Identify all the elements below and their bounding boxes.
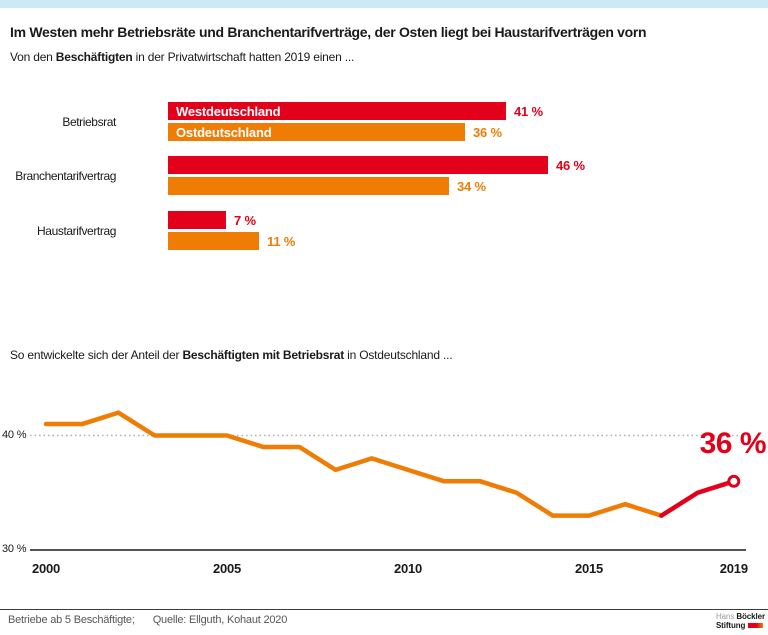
logo-color-bar-icon: [748, 623, 764, 628]
bar-value-label: 7 %: [234, 213, 256, 228]
footer-divider: [0, 609, 768, 610]
end-point-marker: [727, 474, 741, 488]
logo-text-hans: Hans: [715, 612, 735, 621]
series-legend-label: Ostdeutschland: [176, 125, 272, 140]
footnote-source: Quelle: Ellguth, Kohaut 2020: [152, 614, 288, 626]
logo-text-stiftung: Stiftung: [715, 621, 746, 630]
x-axis-tick-label: 2005: [212, 561, 242, 576]
bar-value-label: 36 %: [473, 125, 502, 140]
series-legend-label: Westdeutschland: [176, 104, 281, 119]
subtitle-bold-text: Beschäftigten: [55, 50, 133, 64]
top-accent-bar: [0, 0, 768, 8]
bar-west: [168, 156, 548, 174]
y-axis-tick-label: 40 %: [2, 428, 27, 441]
x-axis-tick-label: 2019: [719, 561, 748, 576]
subtitle-text: Von den: [10, 50, 56, 64]
subtitle-text: in der Privatwirtschaft hatten 2019 eine…: [132, 50, 355, 64]
x-axis-tick-label: 2010: [393, 561, 423, 576]
logo-line2: Stiftung: [716, 621, 765, 630]
bar-chart-subtitle: Von den Beschäftigten in der Privatwirts…: [10, 50, 354, 64]
bar-ost: Ostdeutschland: [168, 123, 465, 141]
logo-text-boeckler: Böckler: [736, 612, 765, 621]
bar-value-label: 46 %: [556, 158, 585, 173]
bar-value-label: 41 %: [514, 104, 543, 119]
bar-ost: [168, 232, 259, 250]
logo-line1: Hans Böckler: [716, 612, 765, 621]
bar-west: [168, 211, 226, 229]
bar-value-label: 11 %: [267, 234, 296, 249]
line-chart-subtitle: So entwickelte sich der Anteil der Besch…: [10, 348, 453, 362]
footnote: Betriebe ab 5 Beschäftigte; Quelle: Ellgu…: [8, 614, 287, 626]
trend-line-red-highlight: [659, 479, 737, 518]
y-axis-tick-label: 30 %: [2, 543, 27, 555]
bar-ost: [168, 177, 449, 195]
bar-west: Westdeutschland: [168, 102, 506, 120]
page-title: Im Westen mehr Betriebsräte und Branchen…: [10, 24, 647, 40]
bar-category-label: Branchentarifvertrag: [15, 169, 116, 183]
hans-boeckler-stiftung-logo: Hans Böckler Stiftung: [716, 612, 765, 630]
footnote-note: Betriebe ab 5 Beschäftigte;: [8, 614, 135, 626]
line-end-value-label: 36 %: [699, 427, 767, 460]
bar-category-label: Betriebsrat: [62, 115, 116, 129]
bar-category-label: Haustarifvertrag: [37, 224, 116, 238]
subtitle-bold-text: Beschäftigten mit Betriebsrat: [182, 348, 345, 362]
x-axis-tick-label: 2015: [574, 561, 604, 576]
bar-value-label: 34 %: [457, 179, 486, 194]
subtitle-text: in Ostdeutschland ...: [344, 348, 453, 362]
subtitle-text: So entwickelte sich der Anteil der: [10, 348, 183, 362]
line-chart: 36 % 40 % 30 % 2000 2005 2010 2015 2019: [0, 380, 768, 590]
trend-line-orange: [43, 410, 664, 518]
x-axis-tick-label: 2000: [31, 561, 61, 576]
line-chart-canvas: [30, 410, 746, 551]
